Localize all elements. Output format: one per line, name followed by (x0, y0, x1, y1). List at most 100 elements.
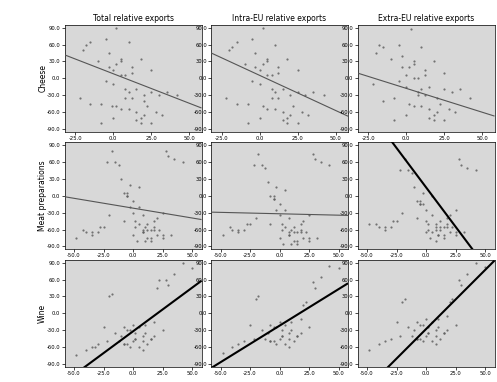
Point (278, 333, 286, 339)
Point (320, 92, 328, 98)
Y-axis label: Cheese: Cheese (38, 64, 47, 92)
Point (431, 221, 439, 227)
Point (117, 58, 125, 65)
Point (302, 229, 310, 235)
Point (309, 89, 317, 96)
Point (285, 229, 293, 235)
Point (436, 223, 444, 230)
Point (167, 232, 175, 238)
Point (434, 316, 442, 322)
Y-axis label: Wine: Wine (38, 304, 47, 323)
Point (472, 260, 480, 266)
Point (440, 330, 448, 336)
Point (422, 229, 430, 235)
Point (436, 335, 444, 342)
Point (219, 350, 227, 356)
Point (290, 229, 298, 235)
Point (251, 64, 259, 70)
Point (446, 212, 454, 219)
Point (452, 322, 460, 328)
Point (88, 344, 96, 350)
Point (132, 109, 140, 115)
Point (99, 324, 107, 330)
Point (128, 95, 136, 101)
Point (109, 115, 117, 121)
Point (305, 324, 313, 330)
Point (458, 162, 466, 168)
Title: Extra-EU relative exports: Extra-EU relative exports (378, 15, 474, 23)
Point (165, 153, 172, 159)
Point (408, 170, 416, 176)
Point (275, 212, 283, 219)
Point (249, 335, 257, 342)
Point (285, 330, 293, 336)
Point (428, 193, 436, 199)
Point (410, 61, 418, 67)
Point (132, 117, 140, 123)
Point (293, 229, 301, 235)
Point (390, 117, 398, 123)
Point (153, 285, 161, 291)
Point (428, 212, 436, 219)
Point (264, 330, 272, 336)
Title: Total relative exports: Total relative exports (92, 15, 173, 23)
Point (274, 70, 282, 76)
Point (302, 92, 310, 98)
Point (448, 89, 456, 96)
Point (414, 89, 422, 96)
Point (305, 112, 313, 118)
Point (440, 223, 448, 230)
Point (152, 109, 160, 115)
Point (410, 103, 418, 109)
Point (446, 299, 454, 305)
Point (416, 201, 424, 207)
Point (243, 221, 250, 227)
Point (433, 109, 441, 115)
Point (133, 238, 141, 244)
Point (272, 207, 280, 213)
Point (159, 327, 166, 333)
Point (115, 162, 123, 168)
Point (418, 201, 426, 207)
Point (112, 24, 120, 31)
Point (137, 120, 145, 126)
Point (229, 344, 237, 350)
Point (150, 218, 158, 224)
Point (126, 327, 134, 333)
Point (268, 72, 276, 78)
Point (481, 264, 489, 270)
Point (229, 227, 237, 233)
Point (305, 212, 313, 219)
Point (94, 58, 102, 65)
Point (431, 341, 439, 347)
Point (283, 55, 291, 62)
Point (424, 324, 432, 330)
Point (428, 338, 436, 345)
Point (325, 262, 333, 269)
Point (241, 61, 248, 67)
Point (147, 235, 155, 241)
Point (410, 58, 418, 65)
Point (401, 296, 409, 302)
Point (266, 338, 274, 345)
Point (286, 112, 294, 118)
Point (137, 115, 145, 121)
Point (111, 159, 119, 165)
Point (143, 235, 151, 241)
Point (434, 324, 442, 330)
Point (418, 338, 426, 345)
Point (270, 196, 278, 202)
Point (402, 84, 410, 90)
Point (279, 117, 287, 123)
Point (420, 67, 428, 73)
Point (140, 112, 148, 118)
Point (150, 333, 158, 339)
Point (96, 223, 104, 230)
Point (147, 227, 155, 233)
Point (416, 201, 424, 207)
Point (285, 335, 293, 342)
Point (443, 223, 451, 230)
Point (254, 151, 262, 157)
Point (399, 299, 407, 305)
Point (141, 223, 149, 230)
